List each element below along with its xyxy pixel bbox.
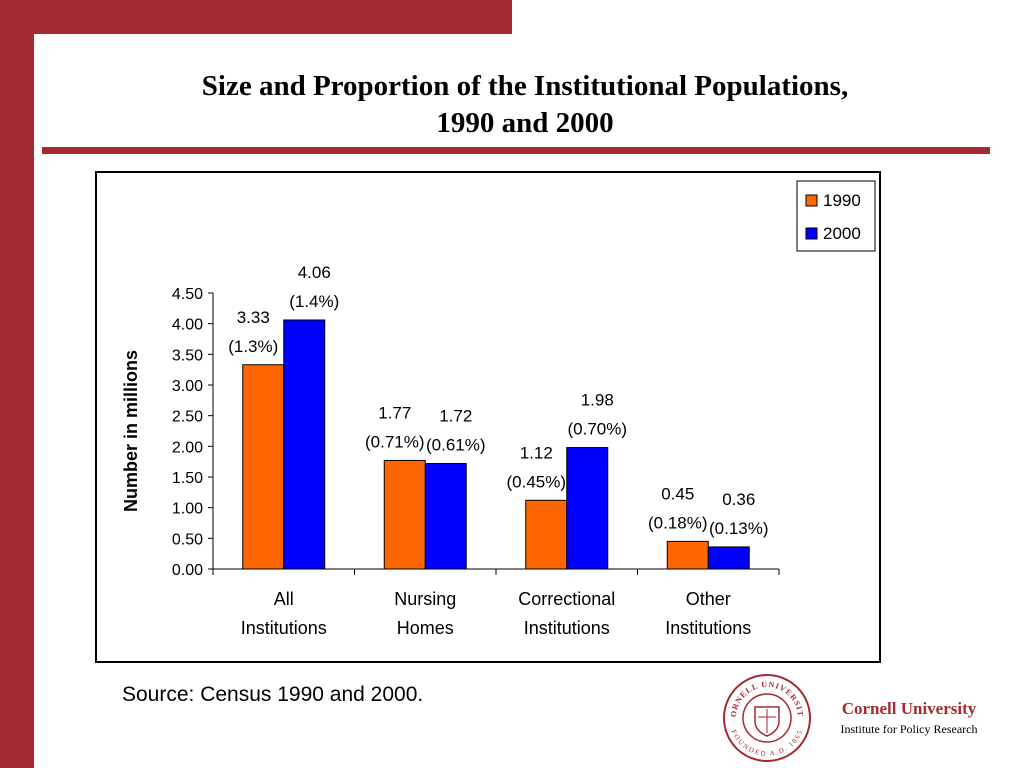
pct-label: (0.45%) — [506, 472, 566, 491]
bar-1990-1 — [383, 459, 426, 570]
value-label: 1.77 — [378, 403, 411, 422]
cornell-seal-icon: CORNELL UNIVERSITY FOUNDED A.D. 1865 — [722, 673, 811, 762]
bar-2000-2 — [566, 447, 609, 570]
bar-2000-1 — [424, 463, 467, 570]
legend-label: 2000 — [823, 224, 861, 243]
pct-label: (1.3%) — [228, 337, 278, 356]
title-divider — [42, 147, 990, 154]
bar-chart: 0.00 0.50 1.00 1.50 2.00 2.50 3.00 3.50 4.00 4.50… — [121, 180, 876, 638]
y-tick-label: 4.00 — [172, 317, 203, 334]
y-tick-label: 0.00 — [172, 562, 203, 579]
x-category-label: Institutions — [665, 618, 751, 638]
y-tick-label: 2.00 — [172, 439, 203, 456]
y-tick-label: 3.50 — [172, 347, 203, 364]
value-label: 1.72 — [439, 407, 472, 426]
y-tick-label: 1.00 — [172, 501, 203, 518]
bar-1990-3 — [666, 540, 709, 570]
institute-name: Institute for Policy Research — [840, 722, 978, 736]
y-axis-title: Number in millions — [121, 350, 141, 512]
legend-label: 1990 — [823, 191, 861, 210]
bar-2000-0 — [283, 319, 326, 570]
university-name: Cornell University — [841, 699, 977, 718]
title-line-1: Size and Proportion of the Institutional… — [201, 70, 849, 102]
x-category-label: Nursing — [394, 589, 456, 609]
seal-text-top: CORNELL UNIVERSITY — [722, 673, 804, 718]
x-category-label: Homes — [397, 618, 454, 638]
pct-label: (0.61%) — [426, 436, 486, 455]
bar-1990-2 — [525, 499, 568, 570]
pct-label: (0.71%) — [365, 432, 425, 451]
value-label: 4.06 — [298, 263, 331, 282]
legend-swatch-1990 — [805, 194, 818, 207]
value-label: 0.36 — [722, 490, 755, 509]
chart-frame: 0.00 0.50 1.00 1.50 2.00 2.50 3.00 3.50 4.00 4.50… — [95, 171, 881, 663]
top-accent-bar — [34, 0, 512, 34]
left-accent-bar — [0, 0, 34, 768]
slide-title: Size and Proportion of the Institutional… — [80, 68, 970, 142]
value-label: 1.98 — [581, 391, 614, 410]
pct-label: (0.13%) — [709, 519, 769, 538]
x-category-label: Other — [686, 589, 731, 609]
y-tick-label: 2.50 — [172, 409, 203, 426]
bar-2000-3 — [707, 546, 750, 570]
x-category-label: All — [274, 589, 294, 609]
x-category-label: Correctional — [518, 589, 615, 609]
y-tick-label: 4.50 — [172, 286, 203, 303]
x-category-label: Institutions — [524, 618, 610, 638]
pct-label: (0.70%) — [567, 420, 627, 439]
value-label: 0.45 — [661, 484, 694, 503]
legend-swatch-2000 — [805, 227, 818, 240]
source-note: Source: Census 1990 and 2000. — [122, 683, 424, 706]
value-label: 1.12 — [520, 443, 553, 462]
bar-1990-0 — [242, 364, 285, 570]
pct-label: (1.4%) — [289, 292, 339, 311]
y-tick-label: 1.50 — [172, 470, 203, 487]
x-category-label: Institutions — [241, 618, 327, 638]
y-tick-label: 3.00 — [172, 378, 203, 395]
value-label: 3.33 — [237, 308, 270, 327]
svg-text:CORNELL UNIVERSITY: CORNELL UNIVERSITY — [722, 673, 805, 718]
y-tick-label: 0.50 — [172, 531, 203, 548]
title-line-2: 1990 and 2000 — [436, 107, 614, 139]
pct-label: (0.18%) — [648, 513, 708, 532]
